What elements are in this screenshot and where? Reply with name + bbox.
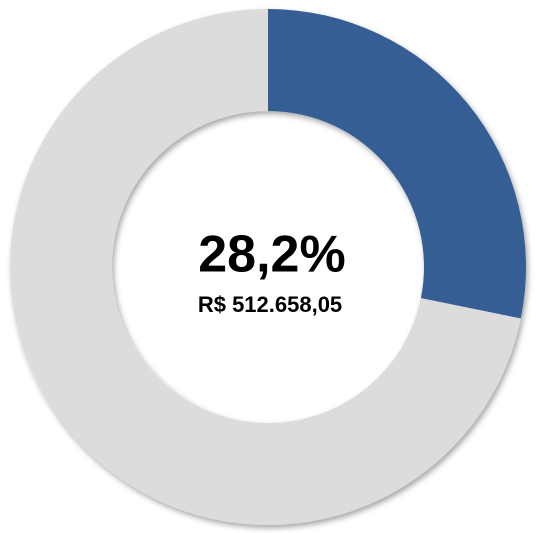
donut-slice — [268, 9, 526, 319]
donut — [9, 9, 526, 525]
center-amount: R$ 512.658,05 — [198, 292, 342, 317]
donut-slice — [9, 9, 521, 525]
center-value: 28,2% — [198, 226, 345, 284]
